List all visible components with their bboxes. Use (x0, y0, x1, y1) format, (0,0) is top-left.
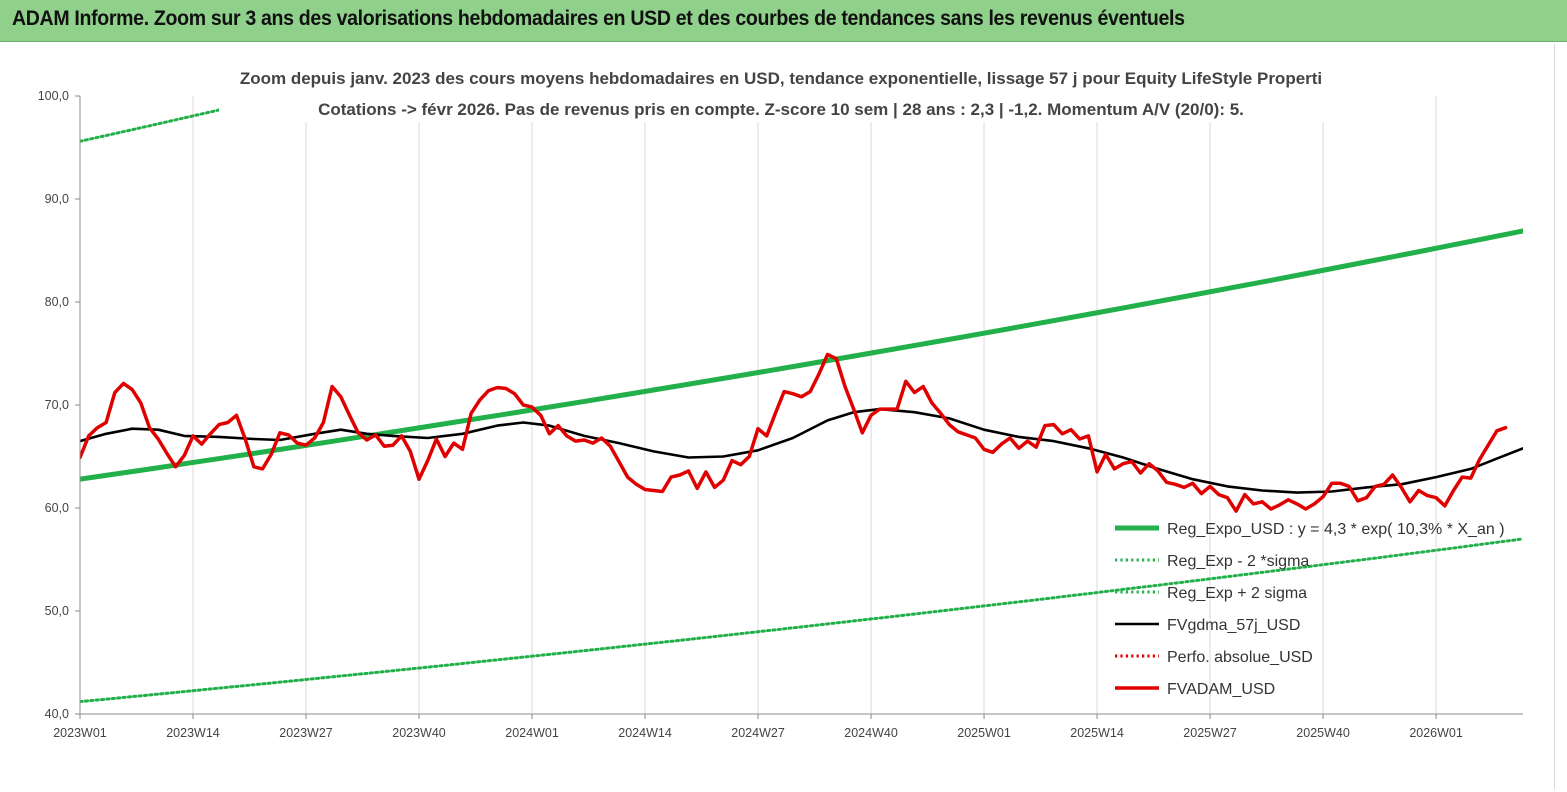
legend-label: Reg_Expo_USD : y = 4,3 * exp( 10,3% * X_… (1167, 521, 1505, 538)
x-tick-label: 2024W01 (505, 726, 559, 740)
legend-label: Perfo. absolue_USD (1167, 649, 1313, 666)
x-tick-label: 2024W40 (844, 726, 898, 740)
legend-label: Reg_Exp - 2 *sigma (1167, 553, 1309, 570)
legend: Reg_Expo_USD : y = 4,3 * exp( 10,3% * X_… (1115, 521, 1505, 698)
y-tick-label: 70,0 (45, 398, 69, 412)
report-title: ADAM Informe. Zoom sur 3 ans des valoris… (12, 7, 1185, 30)
x-tick-label: 2025W01 (957, 726, 1011, 740)
y-tick-label: 80,0 (45, 295, 69, 309)
axes: 2023W01 2023W14 2023W27 2023W40 2024W01 2024W… (38, 89, 1523, 740)
y-tick-label: 60,0 (45, 501, 69, 515)
title-backdrop (219, 60, 1337, 122)
window-edge (1554, 44, 1567, 789)
x-tick-label: 2025W27 (1183, 726, 1237, 740)
x-tick-label: 2024W14 (618, 726, 672, 740)
chart-area: 2023W01 2023W14 2023W27 2023W40 2024W01 2024W… (3, 44, 1553, 788)
legend-label: FVADAM_USD (1167, 681, 1275, 698)
x-tick-label: 2025W40 (1296, 726, 1350, 740)
legend-label: Reg_Exp + 2 sigma (1167, 585, 1307, 602)
report-banner: ADAM Informe. Zoom sur 3 ans des valoris… (0, 0, 1567, 42)
x-tick-label: 2023W01 (53, 726, 107, 740)
series-fvgdma_57j_usd-line (80, 407, 1523, 494)
x-tick-label: 2024W27 (731, 726, 785, 740)
chart-title: Zoom depuis janv. 2023 des cours moyens … (240, 69, 1322, 88)
series-reg_expo_usd-line (80, 228, 1523, 482)
series-fvadam_usd-line (80, 352, 1508, 513)
chart-titles: Zoom depuis janv. 2023 des cours moyens … (219, 60, 1337, 122)
grid (79, 96, 1437, 714)
series (80, 96, 1523, 704)
x-tick-label: 2023W40 (392, 726, 446, 740)
x-tick-label: 2023W27 (279, 726, 333, 740)
x-tick-label: 2023W14 (166, 726, 220, 740)
x-tick-label: 2026W01 (1409, 726, 1463, 740)
y-tick-label: 100,0 (38, 89, 69, 103)
y-tick-label: 40,0 (45, 707, 69, 721)
legend-label: FVgdma_57j_USD (1167, 617, 1300, 634)
y-tick-label: 50,0 (45, 604, 69, 618)
series-reg_exp-line (80, 537, 1523, 704)
x-tick-label: 2025W14 (1070, 726, 1124, 740)
chart-subtitle: Cotations -> févr 2026. Pas de revenus p… (318, 100, 1244, 119)
y-tick-label: 90,0 (45, 192, 69, 206)
line-chart: 2023W01 2023W14 2023W27 2023W40 2024W01 2024W… (38, 60, 1523, 740)
